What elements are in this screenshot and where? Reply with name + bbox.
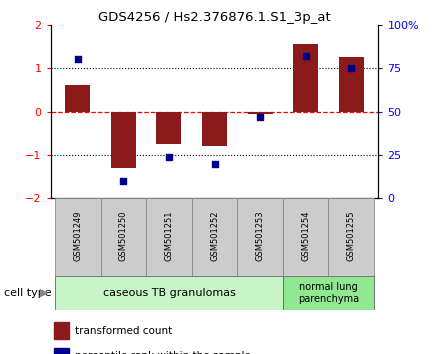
- Bar: [146, 198, 192, 276]
- Text: cell type: cell type: [4, 288, 52, 298]
- Bar: [293, 44, 318, 112]
- Text: GSM501254: GSM501254: [301, 210, 310, 261]
- Title: GDS4256 / Hs2.376876.1.S1_3p_at: GDS4256 / Hs2.376876.1.S1_3p_at: [98, 11, 331, 24]
- Point: [74, 57, 81, 62]
- Bar: [248, 112, 272, 114]
- Text: GSM501250: GSM501250: [119, 210, 128, 261]
- Point: [348, 65, 355, 71]
- Text: transformed count: transformed count: [75, 326, 172, 336]
- Bar: [55, 198, 101, 276]
- Text: caseous TB granulomas: caseous TB granulomas: [103, 288, 235, 298]
- Bar: [54, 322, 69, 339]
- Bar: [111, 112, 136, 168]
- Bar: [283, 198, 328, 276]
- Bar: [157, 112, 181, 144]
- Text: GSM501249: GSM501249: [73, 210, 82, 261]
- Point: [165, 154, 172, 159]
- Bar: [192, 198, 237, 276]
- Text: GSM501251: GSM501251: [165, 210, 173, 261]
- Bar: [66, 85, 91, 112]
- Bar: [55, 276, 283, 310]
- Point: [302, 53, 309, 59]
- Bar: [328, 198, 374, 276]
- Bar: [202, 112, 227, 146]
- Point: [211, 161, 218, 166]
- Text: GSM501255: GSM501255: [347, 210, 356, 261]
- Point: [120, 178, 127, 184]
- Bar: [283, 276, 374, 310]
- Text: ▶: ▶: [40, 288, 48, 298]
- Text: GSM501252: GSM501252: [210, 210, 219, 261]
- Text: GSM501253: GSM501253: [256, 210, 264, 261]
- Text: percentile rank within the sample: percentile rank within the sample: [75, 351, 251, 354]
- Point: [257, 114, 264, 120]
- Bar: [101, 198, 146, 276]
- Bar: [54, 348, 69, 354]
- Text: normal lung
parenchyma: normal lung parenchyma: [298, 282, 359, 304]
- Bar: [338, 57, 363, 112]
- Bar: [237, 198, 283, 276]
